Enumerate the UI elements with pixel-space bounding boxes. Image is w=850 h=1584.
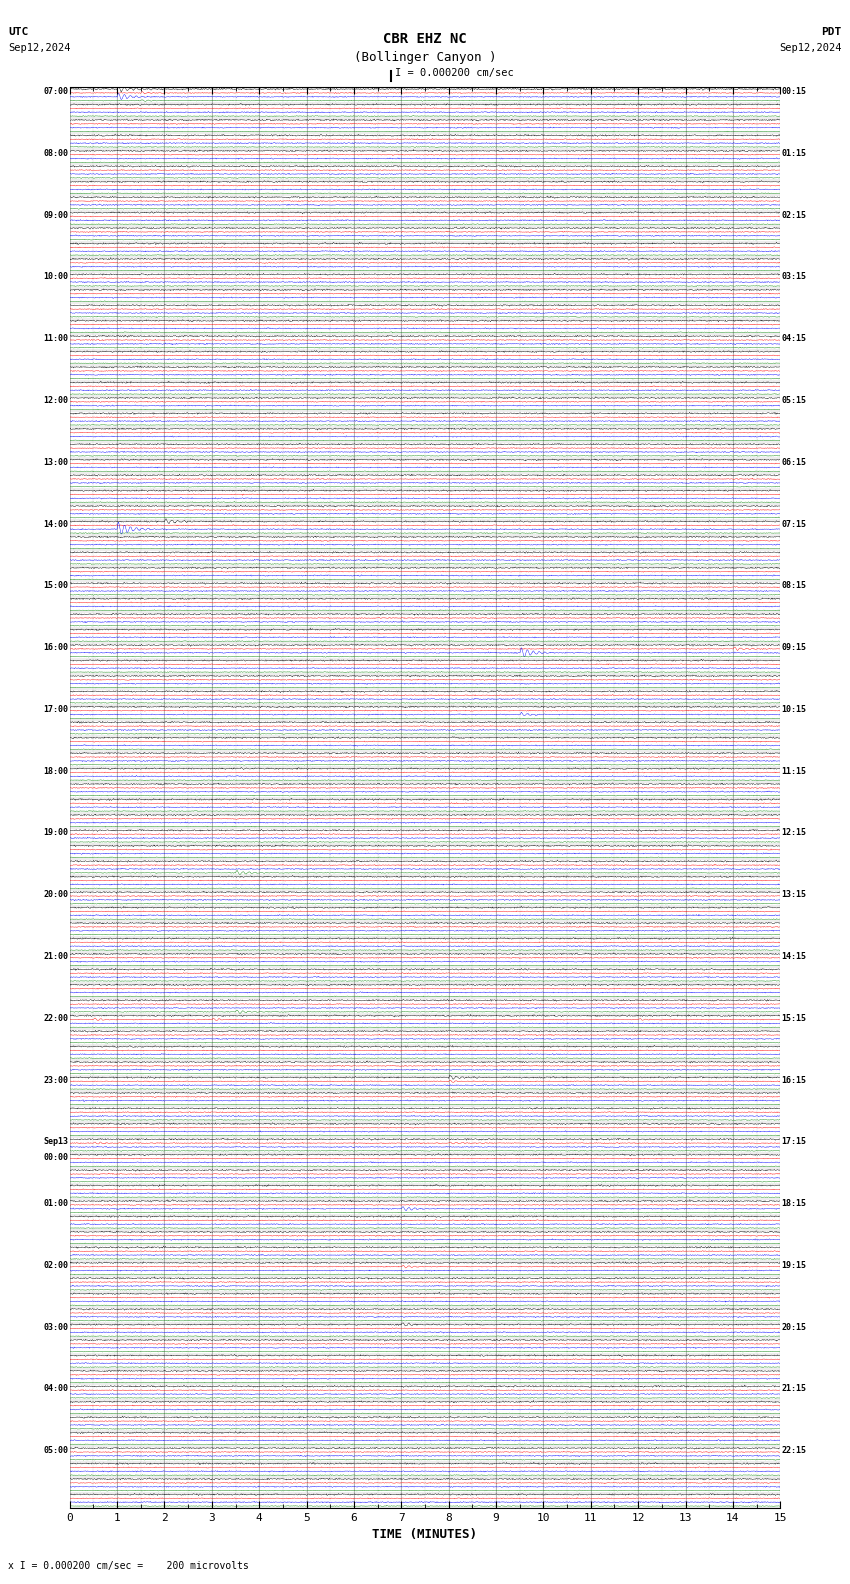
Text: 00:00: 00:00 [43, 1153, 68, 1161]
Text: 09:15: 09:15 [782, 643, 807, 653]
Text: 19:15: 19:15 [782, 1261, 807, 1270]
Text: 17:00: 17:00 [43, 705, 68, 714]
Text: 08:15: 08:15 [782, 581, 807, 591]
Text: 08:00: 08:00 [43, 149, 68, 158]
Text: x I = 0.000200 cm/sec =    200 microvolts: x I = 0.000200 cm/sec = 200 microvolts [8, 1562, 249, 1571]
Text: 11:00: 11:00 [43, 334, 68, 344]
Text: 07:00: 07:00 [43, 87, 68, 97]
Text: 01:15: 01:15 [782, 149, 807, 158]
Text: 03:00: 03:00 [43, 1323, 68, 1332]
Text: 04:00: 04:00 [43, 1384, 68, 1394]
X-axis label: TIME (MINUTES): TIME (MINUTES) [372, 1529, 478, 1541]
Text: 20:00: 20:00 [43, 890, 68, 900]
Text: 16:00: 16:00 [43, 643, 68, 653]
Text: I = 0.000200 cm/sec: I = 0.000200 cm/sec [395, 68, 514, 78]
Text: 05:15: 05:15 [782, 396, 807, 406]
Text: 06:15: 06:15 [782, 458, 807, 467]
Text: 23:00: 23:00 [43, 1076, 68, 1085]
Text: 02:15: 02:15 [782, 211, 807, 220]
Text: 14:00: 14:00 [43, 520, 68, 529]
Text: CBR EHZ NC: CBR EHZ NC [383, 32, 467, 46]
Text: 07:15: 07:15 [782, 520, 807, 529]
Text: 03:15: 03:15 [782, 272, 807, 282]
Text: 22:15: 22:15 [782, 1446, 807, 1456]
Text: 17:15: 17:15 [782, 1137, 807, 1147]
Text: 00:15: 00:15 [782, 87, 807, 97]
Text: 14:15: 14:15 [782, 952, 807, 961]
Text: 19:00: 19:00 [43, 828, 68, 838]
Text: (Bollinger Canyon ): (Bollinger Canyon ) [354, 51, 496, 63]
Text: 21:15: 21:15 [782, 1384, 807, 1394]
Text: 18:15: 18:15 [782, 1199, 807, 1209]
Text: 11:15: 11:15 [782, 767, 807, 776]
Text: 21:00: 21:00 [43, 952, 68, 961]
Text: Sep13: Sep13 [43, 1137, 68, 1147]
Text: 04:15: 04:15 [782, 334, 807, 344]
Text: 18:00: 18:00 [43, 767, 68, 776]
Text: 02:00: 02:00 [43, 1261, 68, 1270]
Text: 15:00: 15:00 [43, 581, 68, 591]
Text: 09:00: 09:00 [43, 211, 68, 220]
Text: 01:00: 01:00 [43, 1199, 68, 1209]
Text: 22:00: 22:00 [43, 1014, 68, 1023]
Text: 05:00: 05:00 [43, 1446, 68, 1456]
Text: UTC: UTC [8, 27, 29, 36]
Text: 16:15: 16:15 [782, 1076, 807, 1085]
Text: 12:00: 12:00 [43, 396, 68, 406]
Text: Sep12,2024: Sep12,2024 [779, 43, 842, 52]
Text: 10:15: 10:15 [782, 705, 807, 714]
Text: 10:00: 10:00 [43, 272, 68, 282]
Text: Sep12,2024: Sep12,2024 [8, 43, 71, 52]
Text: 12:15: 12:15 [782, 828, 807, 838]
Text: PDT: PDT [821, 27, 842, 36]
Text: 15:15: 15:15 [782, 1014, 807, 1023]
Text: 20:15: 20:15 [782, 1323, 807, 1332]
Text: 13:00: 13:00 [43, 458, 68, 467]
Text: 13:15: 13:15 [782, 890, 807, 900]
